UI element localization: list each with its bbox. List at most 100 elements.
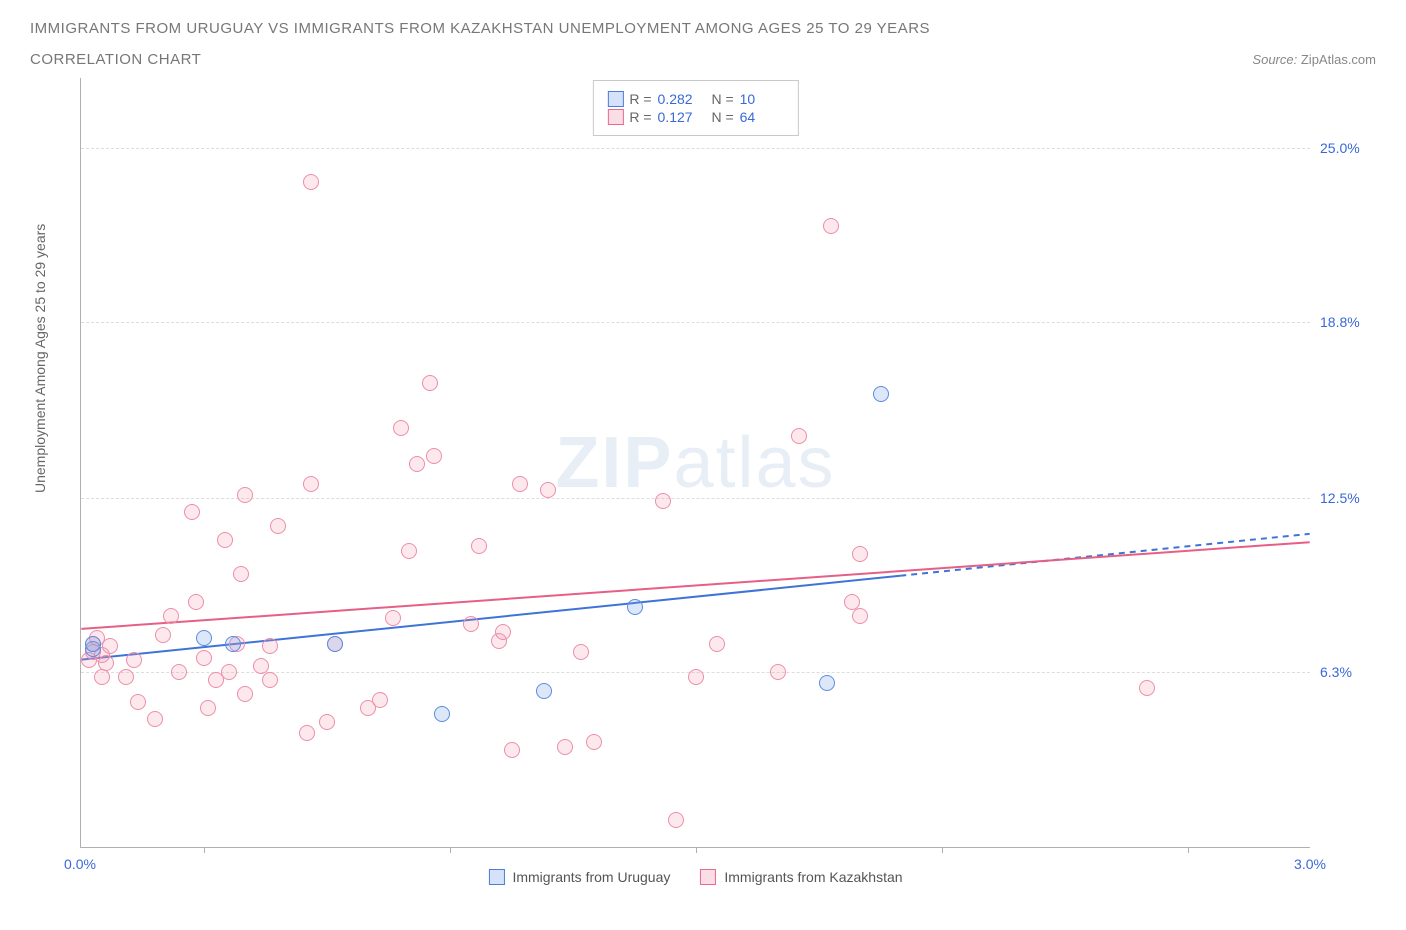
- data-point: [130, 694, 146, 710]
- source-attribution: Source: ZipAtlas.com: [1252, 52, 1376, 67]
- data-point: [319, 714, 335, 730]
- data-point: [393, 420, 409, 436]
- x-tick: [204, 847, 205, 853]
- y-tick-label: 18.8%: [1320, 314, 1360, 330]
- title-line-1: IMMIGRANTS FROM URUGUAY VS IMMIGRANTS FR…: [30, 20, 1376, 37]
- data-point: [426, 448, 442, 464]
- data-point: [586, 734, 602, 750]
- legend-label-kazakhstan: Immigrants from Kazakhstan: [724, 869, 902, 885]
- chart-container: IMMIGRANTS FROM URUGUAY VS IMMIGRANTS FR…: [30, 20, 1376, 888]
- data-point: [852, 546, 868, 562]
- r-value-kazakhstan: 0.127: [658, 109, 702, 125]
- data-point: [163, 608, 179, 624]
- swatch-uruguay: [607, 91, 623, 107]
- data-point: [184, 504, 200, 520]
- data-point: [504, 742, 520, 758]
- x-tick: [450, 847, 451, 853]
- x-tick: [942, 847, 943, 853]
- data-point: [852, 608, 868, 624]
- data-point: [536, 683, 552, 699]
- legend-item-uruguay: Immigrants from Uruguay: [488, 869, 670, 885]
- swatch-uruguay: [488, 869, 504, 885]
- series-legend: Immigrants from Uruguay Immigrants from …: [488, 869, 902, 885]
- chart-area: Unemployment Among Ages 25 to 29 years Z…: [30, 78, 1376, 888]
- data-point: [791, 428, 807, 444]
- gridline-h: [81, 498, 1310, 499]
- swatch-kazakhstan: [607, 109, 623, 125]
- data-point: [299, 725, 315, 741]
- data-point: [557, 739, 573, 755]
- stats-row-uruguay: R = 0.282 N = 10: [607, 91, 783, 107]
- swatch-kazakhstan: [700, 869, 716, 885]
- data-point: [471, 538, 487, 554]
- data-point: [401, 543, 417, 559]
- data-point: [434, 706, 450, 722]
- y-axis-label: Unemployment Among Ages 25 to 29 years: [32, 473, 48, 493]
- data-point: [94, 669, 110, 685]
- data-point: [655, 493, 671, 509]
- data-point: [540, 482, 556, 498]
- legend-label-uruguay: Immigrants from Uruguay: [512, 869, 670, 885]
- data-point: [200, 700, 216, 716]
- data-point: [873, 386, 889, 402]
- data-point: [225, 636, 241, 652]
- data-point: [668, 812, 684, 828]
- data-point: [770, 664, 786, 680]
- data-point: [196, 630, 212, 646]
- stats-legend: R = 0.282 N = 10 R = 0.127 N = 64: [592, 80, 798, 136]
- x-tick: [1188, 847, 1189, 853]
- x-tick-label: 0.0%: [64, 856, 96, 872]
- data-point: [171, 664, 187, 680]
- data-point: [327, 636, 343, 652]
- x-tick-label: 3.0%: [1294, 856, 1326, 872]
- n-label: N =: [708, 109, 734, 125]
- legend-item-kazakhstan: Immigrants from Kazakhstan: [700, 869, 902, 885]
- data-point: [303, 174, 319, 190]
- data-point: [188, 594, 204, 610]
- n-label: N =: [708, 91, 734, 107]
- data-point: [147, 711, 163, 727]
- data-point: [126, 652, 142, 668]
- data-point: [233, 566, 249, 582]
- data-point: [237, 487, 253, 503]
- data-point: [573, 644, 589, 660]
- data-point: [208, 672, 224, 688]
- data-point: [262, 672, 278, 688]
- x-tick: [696, 847, 697, 853]
- n-value-kazakhstan: 64: [740, 109, 784, 125]
- data-point: [409, 456, 425, 472]
- data-point: [463, 616, 479, 632]
- data-point: [196, 650, 212, 666]
- title-line-2: CORRELATION CHART: [30, 51, 201, 68]
- r-label: R =: [629, 91, 651, 107]
- data-point: [627, 599, 643, 615]
- y-tick-label: 6.3%: [1320, 664, 1352, 680]
- r-value-uruguay: 0.282: [658, 91, 702, 107]
- plot-region: ZIPatlas R = 0.282 N = 10 R = 0.127 N = …: [80, 78, 1310, 848]
- data-point: [303, 476, 319, 492]
- source-value: ZipAtlas.com: [1301, 52, 1376, 67]
- title-row: CORRELATION CHART Source: ZipAtlas.com: [30, 51, 1376, 68]
- data-point: [385, 610, 401, 626]
- source-label: Source:: [1252, 52, 1297, 67]
- data-point: [155, 627, 171, 643]
- y-tick-label: 25.0%: [1320, 140, 1360, 156]
- r-label: R =: [629, 109, 651, 125]
- data-point: [85, 636, 101, 652]
- data-point: [270, 518, 286, 534]
- data-point: [262, 638, 278, 654]
- data-point: [217, 532, 233, 548]
- n-value-uruguay: 10: [740, 91, 784, 107]
- gridline-h: [81, 148, 1310, 149]
- data-point: [1139, 680, 1155, 696]
- data-point: [709, 636, 725, 652]
- data-point: [102, 638, 118, 654]
- stats-row-kazakhstan: R = 0.127 N = 64: [607, 109, 783, 125]
- data-point: [372, 692, 388, 708]
- data-point: [237, 686, 253, 702]
- data-point: [819, 675, 835, 691]
- gridline-h: [81, 322, 1310, 323]
- data-point: [512, 476, 528, 492]
- data-point: [118, 669, 134, 685]
- data-point: [495, 624, 511, 640]
